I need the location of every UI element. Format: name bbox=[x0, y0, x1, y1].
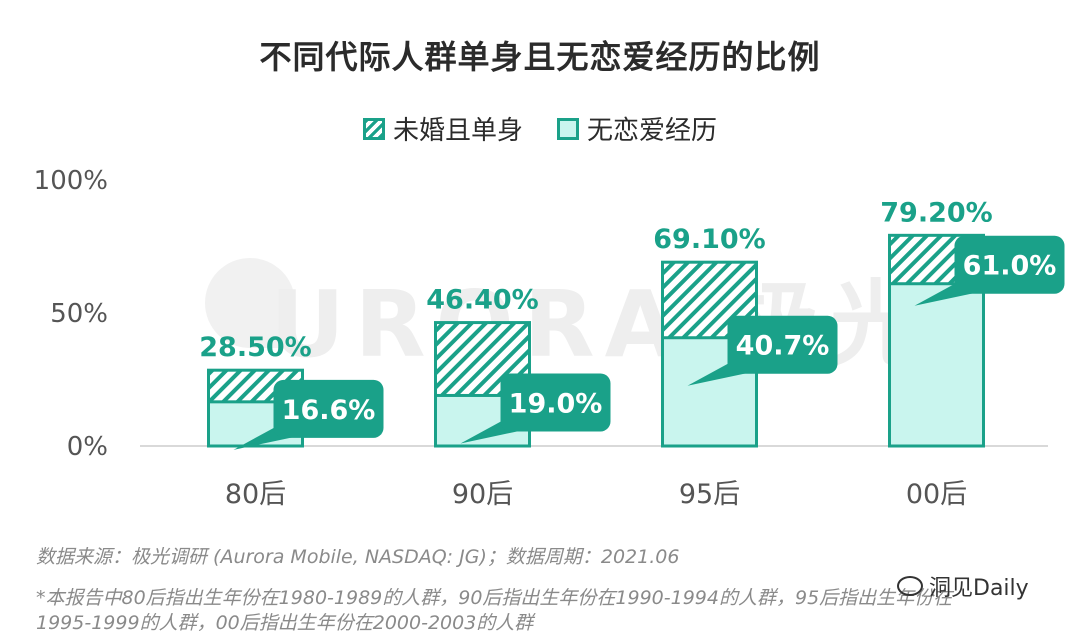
solid-swatch-icon bbox=[557, 117, 579, 140]
data-label-no-relationship: 40.7% bbox=[736, 331, 830, 362]
legend: 未婚且单身 无恋爱经历 bbox=[0, 110, 1080, 147]
data-label-no-relationship: 16.6% bbox=[282, 395, 376, 426]
chart-title: 不同代际人群单身且无恋爱经历的比例 bbox=[259, 38, 821, 76]
legend-label-unmarried: 未婚且单身 bbox=[392, 116, 523, 146]
x-tick-label: 00后 bbox=[906, 479, 967, 510]
y-tick-label: 100% bbox=[34, 166, 108, 196]
callout-box bbox=[727, 315, 838, 374]
data-label-no-relationship: 61.0% bbox=[963, 251, 1057, 282]
brand-badge: 洞见Daily bbox=[897, 570, 1029, 602]
x-tick-label: 95后 bbox=[679, 479, 740, 510]
legend-label-no-relationship: 无恋爱经历 bbox=[587, 116, 718, 146]
data-label-unmarried: 28.50% bbox=[199, 332, 311, 363]
callout-box bbox=[954, 235, 1065, 294]
x-tick-label: 80后 bbox=[225, 479, 286, 510]
brand-name: 洞见Daily bbox=[929, 576, 1029, 601]
data-label-unmarried: 46.40% bbox=[426, 285, 538, 316]
hatched-swatch-icon bbox=[362, 117, 385, 140]
y-tick-label: 50% bbox=[50, 299, 108, 329]
callout-box bbox=[500, 373, 611, 432]
callout-box bbox=[273, 379, 384, 438]
data-label-unmarried: 79.20% bbox=[880, 197, 992, 228]
footnote-line-2: 1995-1999的人群，00后指出生年份在2000-2003的人群 bbox=[36, 612, 534, 634]
y-tick-label: 0% bbox=[67, 432, 108, 462]
eye-icon bbox=[897, 576, 923, 596]
data-label-no-relationship: 19.0% bbox=[509, 388, 603, 419]
bar-no-relationship bbox=[888, 282, 985, 448]
legend-item-no-relationship: 无恋爱经历 bbox=[557, 110, 717, 147]
x-tick-label: 90后 bbox=[452, 479, 513, 510]
footnote-line-1: *本报告中80后指出生年份在1980-1989的人群，90后指出生年份在1990… bbox=[36, 587, 953, 609]
legend-item-unmarried: 未婚且单身 bbox=[362, 110, 523, 147]
source-note: 数据来源：极光调研 (Aurora Mobile, NASDAQ: JG)；数据… bbox=[36, 546, 680, 568]
data-label-unmarried: 69.10% bbox=[653, 224, 765, 255]
